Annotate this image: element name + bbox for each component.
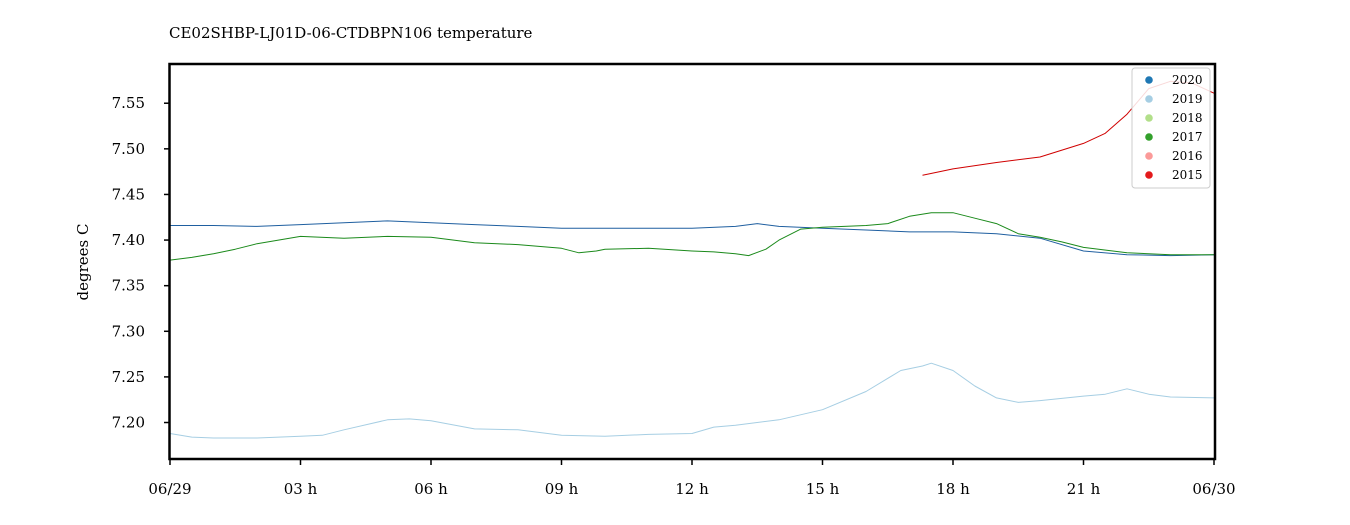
legend-marker-2015 [1145, 171, 1153, 179]
legend-marker-2020 [1145, 76, 1153, 84]
y-tick-label: 7.45 [112, 185, 145, 203]
y-tick-label: 7.50 [112, 140, 145, 158]
legend-marker-2017 [1145, 133, 1153, 141]
x-tick-label: 15 h [806, 480, 840, 498]
legend-label-2019: 2019 [1172, 92, 1203, 106]
y-tick-label: 7.30 [112, 322, 145, 340]
y-axis: 7.20 7.25 7.30 7.35 7.40 7.45 7.50 7.55 [112, 94, 170, 432]
x-tick-label: 06/29 [148, 480, 191, 498]
x-tick-label: 12 h [675, 480, 709, 498]
series-line-2020 [170, 220, 1215, 257]
plot-frame [168, 62, 1217, 461]
y-tick-label: 7.35 [112, 277, 145, 295]
x-tick-label: 21 h [1067, 480, 1101, 498]
y-tick-label: 7.40 [112, 231, 145, 249]
legend-label-2020: 2020 [1172, 73, 1203, 87]
x-tick-label: 06 h [414, 480, 448, 498]
legend-marker-2016 [1145, 152, 1153, 160]
x-tick-label: 03 h [284, 480, 318, 498]
legend-label-2018: 2018 [1172, 111, 1203, 125]
series-layer [169, 80, 1215, 439]
legend: 2020 2019 2018 2017 2016 2015 [1131, 67, 1211, 189]
x-tick-label: 09 h [545, 480, 579, 498]
legend-marker-2018 [1145, 114, 1153, 122]
series-line-2017 [169, 212, 1214, 261]
y-tick-label: 7.20 [112, 414, 145, 432]
y-tick-label: 7.25 [112, 368, 145, 386]
legend-label-2016: 2016 [1172, 149, 1203, 163]
series-line-2019 [169, 362, 1215, 439]
x-tick-label: 06/30 [1192, 480, 1235, 498]
y-tick-label: 7.55 [112, 94, 145, 112]
chart-title: CE02SHBP-LJ01D-06-CTDBPN106 temperature [169, 24, 533, 42]
legend-label-2017: 2017 [1172, 130, 1203, 144]
legend-label-2015: 2015 [1172, 168, 1203, 182]
x-axis: 06/29 03 h 06 h 09 h 12 h 15 h 18 h 21 h 06/30 [148, 459, 1236, 498]
legend-marker-2019 [1145, 95, 1153, 103]
y-axis-label: degrees C [74, 224, 92, 301]
x-tick-label: 18 h [936, 480, 970, 498]
